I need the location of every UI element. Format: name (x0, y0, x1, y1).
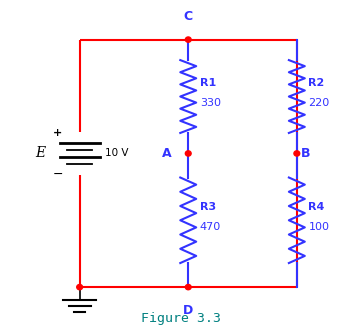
Text: 100: 100 (308, 222, 329, 232)
Circle shape (294, 151, 300, 156)
Text: +: + (53, 128, 63, 138)
Circle shape (77, 284, 83, 290)
Text: −: − (52, 168, 63, 181)
Circle shape (185, 37, 191, 42)
Text: D: D (183, 304, 193, 316)
Text: 470: 470 (200, 222, 221, 232)
Text: R1: R1 (200, 78, 216, 88)
Text: A: A (162, 147, 172, 160)
Circle shape (185, 151, 191, 156)
Text: 220: 220 (308, 98, 330, 108)
Text: Figure 3.3: Figure 3.3 (141, 312, 221, 325)
Text: 10 V: 10 V (105, 148, 129, 158)
Text: C: C (184, 10, 193, 23)
Text: R3: R3 (200, 202, 216, 212)
Text: R2: R2 (308, 78, 325, 88)
Circle shape (185, 284, 191, 290)
Text: E: E (35, 147, 45, 160)
Text: B: B (300, 147, 310, 160)
Text: R4: R4 (308, 202, 325, 212)
Text: 330: 330 (200, 98, 221, 108)
